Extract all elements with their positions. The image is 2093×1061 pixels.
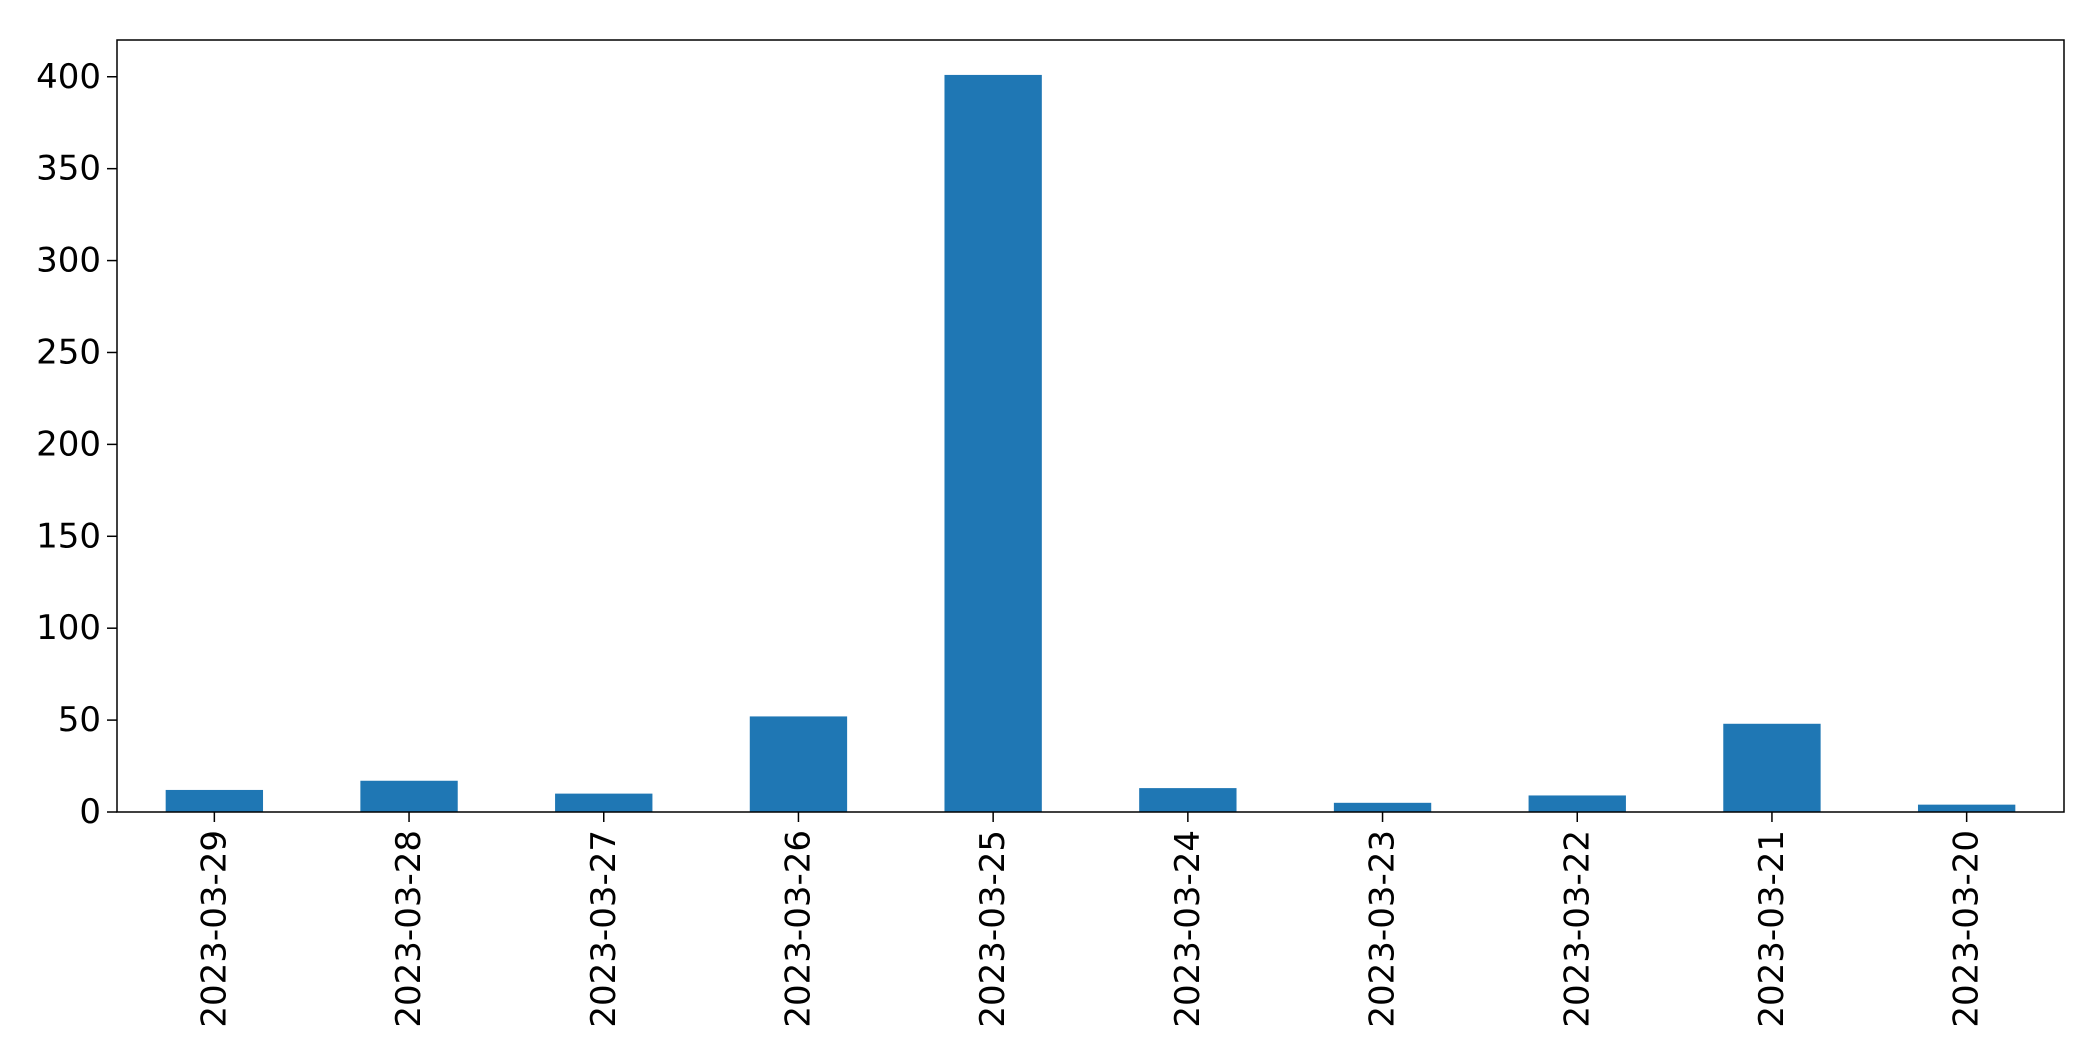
y-tick-label: 0 [79,792,101,832]
bar-2023-03-25 [944,74,1042,812]
y-tick-label: 250 [36,332,101,372]
y-tick-label: 150 [36,516,101,556]
x-axis: 2023-03-29 2023-03-28 2023-03-27 2023-03-26… [194,812,1987,1028]
y-tick-label: 200 [36,424,101,464]
bar-2023-03-22 [1528,795,1626,812]
x-tick-label: 2023-03-28 [389,830,429,1028]
x-tick-label: 2023-03-24 [1168,830,1208,1028]
y-axis: 0 50 100 150 200 250 300 350 400 [36,57,117,832]
y-tick-label: 350 [36,149,101,189]
bar-2023-03-28 [360,780,458,812]
y-tick-label: 300 [36,241,101,281]
bar-2023-03-21 [1723,723,1821,812]
y-tick-label: 400 [36,57,101,97]
x-tick-label: 2023-03-21 [1752,830,1792,1028]
bars-group [165,74,2016,812]
x-tick-label: 2023-03-25 [973,830,1013,1028]
x-tick-label: 2023-03-20 [1947,830,1987,1028]
x-tick-label: 2023-03-27 [584,830,624,1028]
x-tick-label: 2023-03-22 [1557,830,1597,1028]
y-tick-label: 50 [58,700,101,740]
x-tick-label: 2023-03-23 [1363,830,1403,1028]
y-tick-label: 100 [36,608,101,648]
bar-2023-03-26 [749,716,848,812]
bar-2023-03-24 [1139,788,1237,812]
x-tick-label: 2023-03-29 [194,830,234,1028]
plot-frame [116,39,2065,813]
bar-2023-03-27 [555,793,653,812]
x-tick-label: 2023-03-26 [778,830,818,1028]
bar-2023-03-20 [1917,804,2016,812]
bar-2023-03-29 [165,789,264,812]
bar-2023-03-23 [1333,802,1432,812]
